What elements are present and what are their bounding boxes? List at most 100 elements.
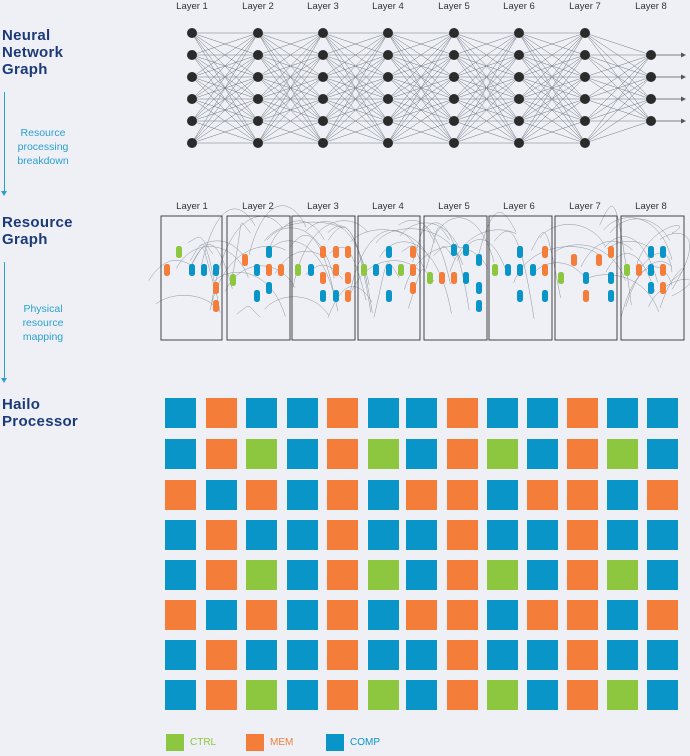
step-line: mapping [22, 331, 64, 343]
nn-edge [584, 32, 652, 56]
processor-tile-comp [647, 398, 678, 428]
processor-tile-comp [206, 480, 237, 510]
rg-layer-box-1 [160, 215, 223, 341]
rg-edge [477, 212, 517, 260]
rg-node-mem [410, 282, 416, 294]
legend-label-comp: COMP [350, 737, 380, 748]
nn-edge [387, 54, 455, 144]
rg-node-mem [451, 272, 457, 284]
nn-edge [387, 32, 455, 144]
rg-node-comp [530, 264, 536, 276]
nn-node [383, 116, 393, 126]
nn-node [580, 72, 590, 82]
processor-tile-comp [487, 520, 518, 550]
processor-tile-comp [406, 680, 437, 710]
processor-tile-comp [287, 398, 318, 428]
nn-layer-label-3: Layer 3 [307, 1, 339, 12]
rg-node-mem [345, 246, 351, 258]
processor-tile-comp [165, 560, 196, 590]
processor-tile-mem [327, 680, 358, 710]
nn-node [580, 94, 590, 104]
processor-tile-ctrl [368, 560, 399, 590]
processor-tile-ctrl [487, 560, 518, 590]
rg-node-mem [278, 264, 284, 276]
nn-node [187, 116, 197, 126]
nn-edge [257, 32, 324, 56]
processor-tile-comp [487, 480, 518, 510]
nn-edge [453, 32, 520, 144]
rg-node-mem [242, 254, 248, 266]
nn-edge [518, 54, 586, 144]
processor-tile-comp [487, 640, 518, 670]
processor-tile-comp [287, 520, 318, 550]
nn-node [514, 28, 524, 38]
nn-edge [387, 32, 455, 122]
processor-tile-comp [607, 520, 638, 550]
processor-tile-comp [368, 480, 399, 510]
rg-edge [265, 240, 339, 312]
processor-tile-mem [206, 520, 237, 550]
rg-node-mem [542, 246, 548, 258]
processor-tile-comp [647, 520, 678, 550]
nn-edge [257, 120, 324, 144]
neural-network-graph [187, 28, 686, 148]
processor-tile-comp [487, 398, 518, 428]
rg-node-comp [451, 244, 457, 256]
rg-node-comp [320, 290, 326, 302]
processor-tile-comp [287, 480, 318, 510]
rg-node-mem [571, 254, 577, 266]
processor-tile-mem [647, 600, 678, 630]
step-physical-mapping: Physical resource mapping [14, 302, 72, 344]
nn-edge [387, 32, 455, 78]
rg-node-comp [386, 290, 392, 302]
processor-tile-comp [607, 600, 638, 630]
rg-node-comp [463, 244, 469, 256]
processor-tile-mem [647, 480, 678, 510]
nn-node [383, 94, 393, 104]
processor-tile-comp [487, 600, 518, 630]
nn-edge [453, 32, 520, 122]
rg-edge [580, 240, 633, 267]
processor-title-line: Processor [2, 413, 79, 430]
nn-edge [387, 120, 455, 144]
nn-node [253, 50, 263, 60]
processor-tile-mem [327, 600, 358, 630]
nn-node [449, 50, 459, 60]
processor-tile-comp [647, 439, 678, 469]
processor-tile-comp [165, 520, 196, 550]
rg-edge [148, 260, 194, 281]
processor-tile-comp [647, 680, 678, 710]
rg-edge [349, 229, 418, 296]
processor-tile-ctrl [246, 680, 277, 710]
rg-layer-label-5: Layer 5 [438, 201, 470, 212]
rg-node-ctrl [492, 264, 498, 276]
nn-node [253, 94, 263, 104]
rg-layer-label-4: Layer 4 [372, 201, 404, 212]
rg-edge [586, 274, 659, 312]
nn-node [318, 94, 328, 104]
rg-node-comp [648, 264, 654, 276]
nn-edge [322, 32, 389, 78]
processor-tile-comp [406, 398, 437, 428]
rg-edge [425, 227, 450, 270]
nn-edge [257, 32, 324, 78]
rg-node-comp [648, 282, 654, 294]
step-line: Resource [20, 127, 66, 139]
rg-node-mem [320, 246, 326, 258]
nn-edge [518, 98, 586, 144]
nn-edge [453, 98, 520, 144]
processor-tile-comp [368, 640, 399, 670]
nn-edge [453, 32, 520, 56]
rg-node-comp [308, 264, 314, 276]
step-line: processing [17, 141, 69, 153]
nn-edge [518, 32, 586, 56]
nn-edge [584, 54, 652, 78]
rg-node-comp [213, 264, 219, 276]
processor-tile-mem [567, 398, 598, 428]
rg-node-comp [266, 282, 272, 294]
nn-node [449, 138, 459, 148]
rg-edge [155, 295, 214, 306]
processor-tile-comp [607, 640, 638, 670]
rg-edge [555, 244, 626, 281]
rg-edge [236, 306, 261, 318]
